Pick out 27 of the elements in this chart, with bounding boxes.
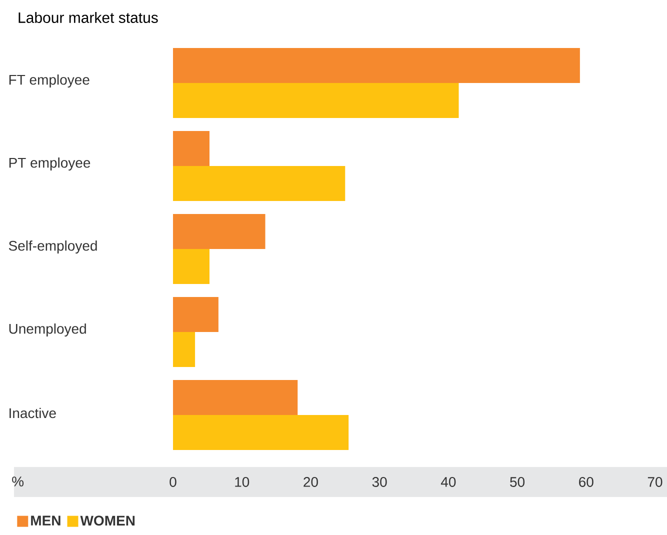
y-tick-label: PT employee [9, 157, 90, 171]
bar [173, 48, 580, 84]
bar [173, 83, 459, 118]
y-tick-label: Unemployed [9, 323, 86, 337]
bar [173, 380, 298, 415]
y-tick-label: Self-employed [8, 240, 97, 254]
x-axis-title: % [12, 476, 24, 486]
x-tick-label: 20 [304, 477, 318, 487]
x-tick-label: 60 [579, 477, 594, 487]
bar [173, 296, 218, 332]
x-tick-label: 0 [170, 477, 176, 487]
bar [173, 332, 196, 367]
bar [173, 166, 346, 201]
bar [173, 131, 210, 166]
bar [173, 249, 210, 284]
x-tick-label: 30 [372, 477, 387, 487]
x-tick-label: 40 [440, 477, 456, 487]
bar [173, 214, 266, 249]
bar [173, 414, 349, 450]
chart-title: Labour market status [18, 12, 158, 23]
x-tick-label: 70 [648, 477, 662, 487]
legend-label: MEN [31, 516, 60, 526]
y-tick-label: FT employee [9, 74, 90, 88]
legend-label: WOMEN [80, 516, 135, 526]
y-tick-label: Inactive [10, 408, 56, 418]
x-tick-label: 10 [235, 477, 250, 487]
x-tick-label: 50 [510, 477, 525, 487]
